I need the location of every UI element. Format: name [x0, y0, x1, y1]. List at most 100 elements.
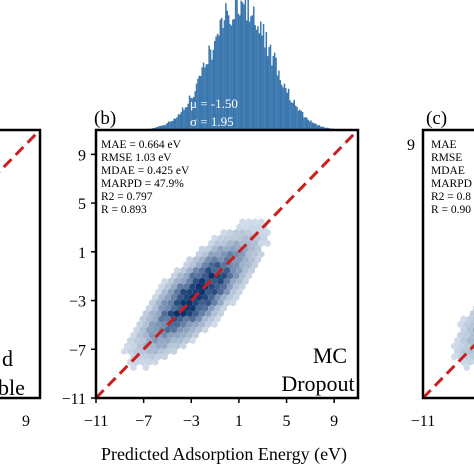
center-hexbin [170, 304, 178, 312]
center-hexbin [255, 234, 262, 242]
histogram-bar [303, 117, 305, 130]
center-hexbin [173, 299, 181, 307]
center-hexbin [155, 288, 162, 296]
right-hexbin [463, 342, 470, 350]
center-hexbin [248, 266, 255, 274]
center-hexbin [239, 272, 246, 280]
histogram-bar [299, 109, 301, 130]
center-hexbin [136, 342, 143, 350]
histogram-bar [223, 20, 226, 130]
center-hexbin [170, 337, 178, 345]
center-hexbin [192, 266, 199, 274]
center-hexbin [139, 358, 146, 366]
center-hexbin [189, 261, 196, 269]
center-hexbin [198, 320, 206, 328]
center-hexbin [195, 261, 202, 269]
center-hexbin [233, 239, 240, 247]
right-hexbin [469, 331, 474, 339]
center-hexbin [230, 234, 237, 242]
histogram-bar [160, 125, 163, 130]
center-hexbin [186, 299, 193, 307]
histogram-bar [208, 45, 210, 130]
center-hexbin [177, 337, 184, 345]
center-hexbin [198, 310, 206, 318]
center-hexbin [220, 293, 227, 301]
center-hexbin [223, 277, 231, 285]
histogram-bar [273, 52, 276, 130]
center-hexbin [192, 320, 199, 328]
center-hexbin [230, 266, 237, 274]
histogram-bar [198, 75, 201, 130]
ytick-label: 5 [78, 196, 86, 213]
center-hexbin [186, 320, 193, 328]
center-hexbin [214, 250, 221, 258]
center-hexbin [233, 283, 240, 291]
x-axis-label: Predicted Adsorption Energy (eV) [101, 444, 347, 465]
center-hexbin [239, 218, 246, 226]
center-hexbin [251, 261, 259, 269]
center-hexbin [226, 293, 234, 301]
center-hexbin [220, 304, 227, 312]
histogram-bar [250, 16, 252, 130]
histogram-bar [304, 117, 307, 130]
center-hexbin [158, 315, 165, 323]
right-axes-frame [421, 128, 474, 400]
center-hexbin [208, 283, 215, 291]
center-hexbin [130, 342, 137, 350]
center-hexbin [170, 293, 178, 301]
histogram-bar [219, 19, 222, 130]
center-hexbin [183, 283, 190, 291]
center-hexbin [145, 358, 153, 366]
histogram-bar [243, 4, 245, 130]
center-hexbin [133, 358, 140, 366]
histogram-bar [159, 125, 162, 130]
center-hexbin [223, 234, 231, 242]
histogram-bar [190, 97, 192, 130]
histogram-bar [213, 41, 216, 130]
histogram-bar [293, 99, 295, 130]
center-hexbin [198, 288, 206, 296]
center-hexbin [139, 315, 146, 323]
center-hexbin [186, 331, 193, 339]
center-hexbin [189, 283, 196, 291]
center-hexbin [164, 304, 171, 312]
histogram-bar [319, 126, 322, 130]
right-hexbin [457, 342, 464, 350]
center-hexbin [208, 293, 215, 301]
right-stat-r: R = 0.90 [431, 204, 471, 216]
histogram-bar [258, 33, 261, 130]
center-hexbin [226, 239, 234, 247]
histogram-bar [212, 50, 215, 130]
center-hexbin [205, 320, 212, 328]
center-hexbin [217, 277, 224, 285]
center-hexbin [149, 310, 156, 318]
center-hexbin [211, 266, 218, 274]
histogram-bar [220, 17, 223, 130]
center-hexbin [192, 277, 199, 285]
right-ytick-9: 9 [407, 137, 415, 154]
center-hexbin [233, 272, 240, 280]
center-hexbin [180, 299, 187, 307]
right-stat-r2: R2 = 0.8 [431, 191, 471, 203]
center-hexbin [149, 331, 156, 339]
histogram-bar [276, 75, 279, 130]
histogram-bar [297, 110, 300, 130]
center-hexbin [149, 299, 156, 307]
center-hexbin [202, 250, 209, 258]
center-hexbin [164, 337, 171, 345]
center-hexbin [223, 266, 231, 274]
center-hexbin [142, 320, 149, 328]
histogram-bar [247, 0, 249, 130]
center-hexbin [214, 239, 221, 247]
center-hexbin [155, 299, 162, 307]
right-hexbin [469, 310, 474, 318]
center-hexbin [236, 288, 243, 296]
histogram-bar [294, 105, 297, 130]
axis-ticks: −11 −7 −3 1 5 9 −11 −7 −3 1 5 9 [62, 147, 339, 430]
center-hexbin [202, 293, 209, 301]
center-hexbin [226, 250, 234, 258]
center-hexbin [233, 261, 240, 269]
histogram-bar [184, 107, 187, 130]
left-axes-frame [0, 128, 42, 400]
